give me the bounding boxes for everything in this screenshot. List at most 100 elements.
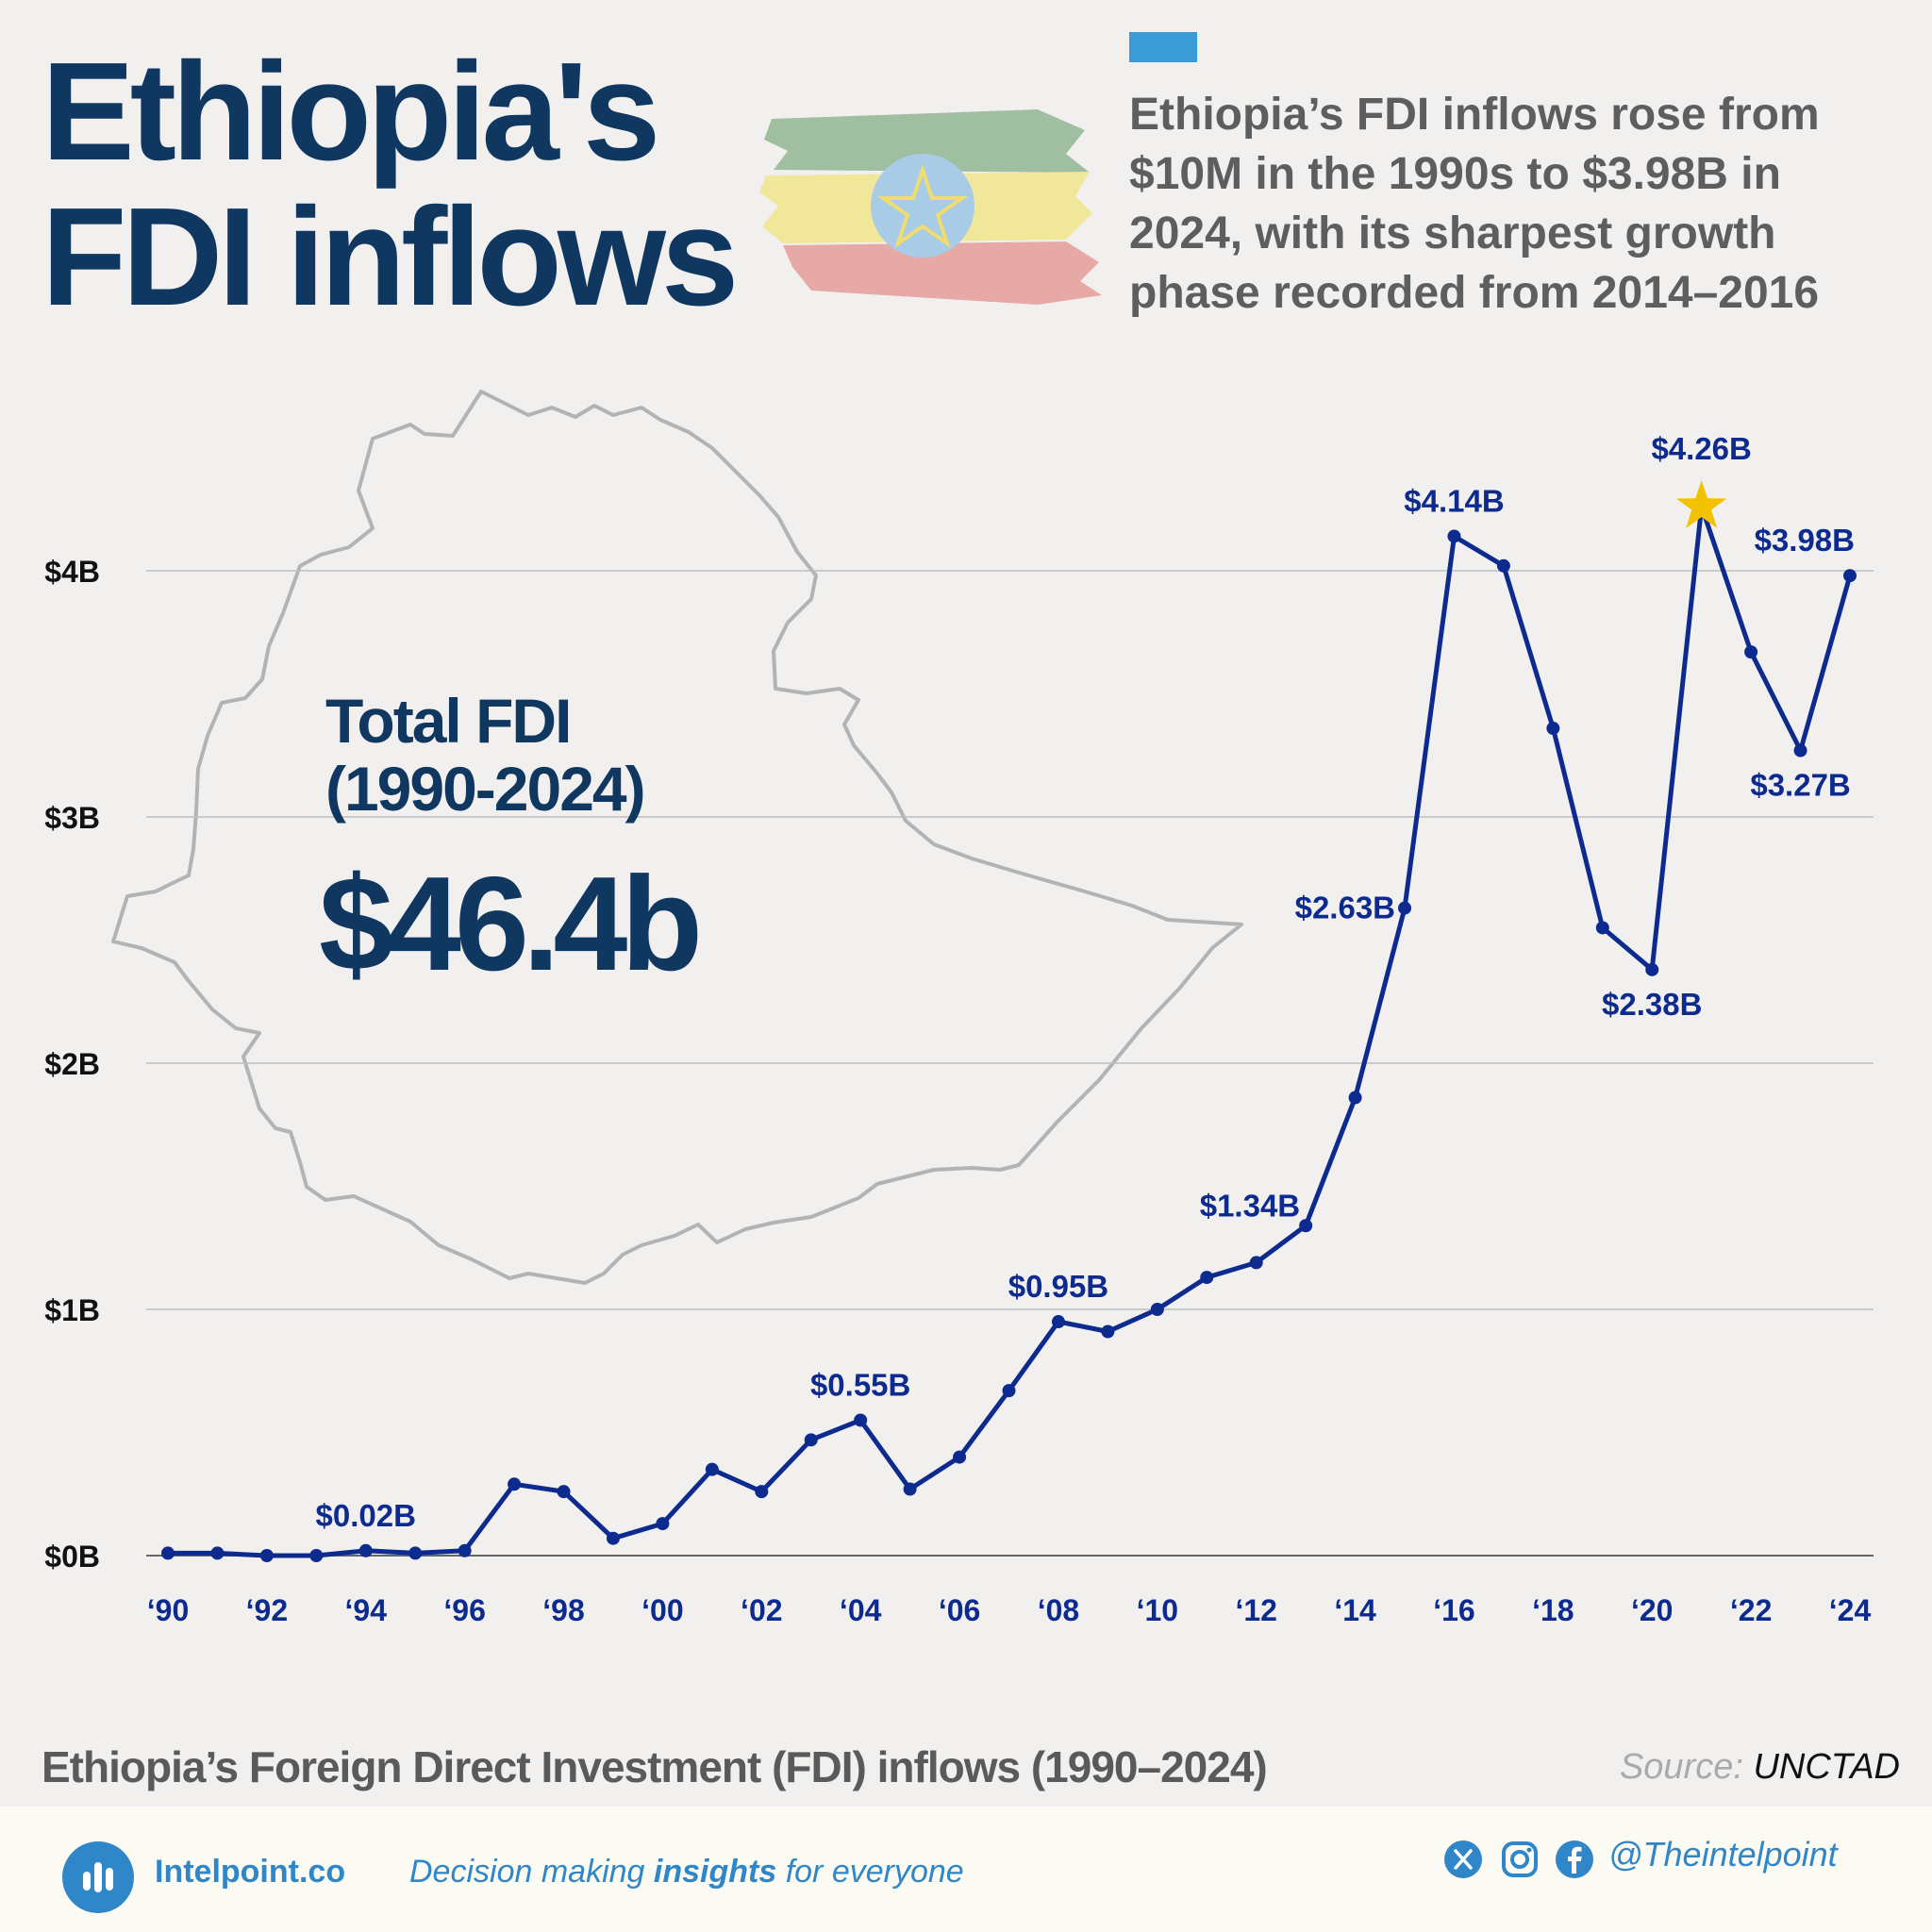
x-tick-label: ‘08: [1038, 1593, 1079, 1627]
brand-link[interactable]: Intelpoint.co: [155, 1854, 346, 1890]
data-point: [1595, 921, 1609, 935]
x-tick-label: ‘96: [443, 1593, 485, 1627]
source-prefix: Source:: [1619, 1747, 1743, 1787]
data-point: [557, 1485, 571, 1499]
data-labels: $0.02B $0.55B $0.95B $1.34B $2.63B $4.14B $2.3…: [316, 431, 1855, 1533]
x-tick-label: ‘22: [1730, 1593, 1772, 1627]
data-label: $2.38B: [1602, 987, 1702, 1022]
total-fdi-value: $46.4b: [319, 849, 703, 999]
x-axis-ticks: ‘90 ‘92 ‘94 ‘96 ‘98 ‘00 ‘02 ‘04 ‘06 ‘08 ‘10 ‘12 ‘14 ‘…: [147, 1593, 1872, 1627]
x-icon[interactable]: [1443, 1840, 1483, 1879]
total-fdi-label-line-2: (1990-2024): [325, 754, 646, 824]
data-point: [259, 1549, 274, 1562]
x-tick-label: ‘12: [1235, 1593, 1276, 1627]
data-point: [854, 1413, 868, 1427]
data-point: [210, 1546, 225, 1560]
x-tick-label: ‘06: [939, 1593, 980, 1627]
chart-title: Ethiopia’s Foreign Direct Investment (FD…: [42, 1742, 1268, 1791]
footer: Intelpoint.co Decision making insights f…: [0, 1807, 1932, 1932]
x-tick-label: ‘18: [1532, 1593, 1574, 1627]
total-fdi-label-line-1: Total FDI: [325, 686, 572, 756]
y-tick-label: $2B: [44, 1047, 100, 1081]
tagline-bold: insights: [653, 1854, 777, 1890]
data-point: [903, 1482, 917, 1496]
data-point: [1447, 529, 1461, 543]
data-point: [508, 1477, 522, 1491]
x-tick-label: ‘98: [542, 1593, 584, 1627]
title-line-1: Ethiopia's: [42, 34, 660, 190]
data-point: [755, 1485, 769, 1499]
data-point: [408, 1546, 423, 1560]
x-tick-label: ‘02: [741, 1593, 782, 1627]
x-tick-label: ‘10: [1137, 1593, 1178, 1627]
data-point: [358, 1543, 373, 1557]
data-point: [458, 1543, 472, 1557]
source-name: UNCTAD: [1753, 1747, 1900, 1787]
data-label: $2.63B: [1295, 891, 1395, 925]
data-point: [1150, 1303, 1164, 1316]
data-label: $4.14B: [1404, 483, 1504, 518]
x-tick-label: ‘20: [1631, 1593, 1673, 1627]
data-label: $0.95B: [1008, 1269, 1108, 1304]
accent-bar: [1129, 32, 1197, 62]
data-point: [656, 1517, 670, 1531]
x-tick-label: ‘92: [246, 1593, 288, 1627]
social-handle[interactable]: @Theintelpoint: [1608, 1835, 1838, 1874]
data-label: $3.27B: [1750, 768, 1850, 803]
data-point: [1398, 901, 1412, 915]
x-tick-label: ‘00: [641, 1593, 683, 1627]
data-point: [1051, 1315, 1065, 1329]
series-line: [168, 504, 1853, 1558]
total-fdi-label: Total FDI (1990-2024): [325, 686, 646, 824]
summary-text: Ethiopia’s FDI inflows rose from $10M in…: [1129, 90, 1820, 318]
data-point: [1496, 558, 1510, 573]
data-point: [309, 1549, 324, 1562]
y-tick-label: $3B: [44, 801, 100, 835]
data-label: $0.02B: [316, 1498, 416, 1533]
data-point: [1793, 743, 1807, 758]
ethiopia-flag-icon: [759, 109, 1102, 305]
tagline-post: for everyone: [785, 1854, 964, 1890]
source-note: Source: UNCTAD: [1620, 1747, 1900, 1788]
data-point: [1299, 1219, 1313, 1233]
data-point: [1843, 569, 1857, 583]
data-point: [1249, 1256, 1263, 1270]
tagline: Decision making insights for everyone: [409, 1854, 964, 1890]
x-tick-label: ‘14: [1334, 1593, 1376, 1627]
data-point: [1200, 1271, 1214, 1285]
x-tick-label: ‘24: [1829, 1593, 1872, 1627]
data-point: [1546, 722, 1560, 736]
page-title: Ethiopia's FDI inflows: [42, 40, 739, 330]
gridlines: [146, 570, 1874, 1557]
intelpoint-logo-icon[interactable]: [62, 1841, 134, 1913]
x-tick-label: ‘94: [345, 1593, 388, 1627]
data-label: $4.26B: [1651, 431, 1751, 466]
data-point: [161, 1546, 175, 1560]
y-tick-label: $0B: [44, 1540, 100, 1574]
highlight-star-marker: [1676, 480, 1727, 528]
data-point: [1744, 645, 1758, 659]
title-line-2: FDI inflows: [42, 179, 739, 335]
ethiopia-map-outline: [111, 390, 1243, 1285]
data-points: [161, 480, 1857, 1562]
data-point: [606, 1531, 620, 1545]
data-point: [1645, 962, 1659, 976]
tagline-pre: Decision making: [409, 1854, 645, 1890]
data-point: [804, 1433, 818, 1447]
data-point: [953, 1450, 967, 1464]
data-label: $3.98B: [1755, 523, 1855, 558]
data-point: [705, 1462, 719, 1476]
instagram-icon[interactable]: [1500, 1840, 1540, 1879]
y-tick-label: $1B: [44, 1293, 100, 1327]
data-point: [1002, 1384, 1016, 1398]
data-label: $0.55B: [810, 1367, 910, 1402]
y-axis-ticks: $0B $1B $2B $3B $4B: [44, 555, 100, 1574]
x-tick-label: ‘16: [1433, 1593, 1474, 1627]
x-tick-label: ‘90: [147, 1593, 189, 1627]
data-label: $1.34B: [1200, 1188, 1300, 1223]
data-point: [1101, 1324, 1115, 1339]
x-tick-label: ‘04: [840, 1593, 882, 1627]
facebook-icon[interactable]: [1555, 1840, 1594, 1879]
y-tick-label: $4B: [44, 555, 100, 589]
